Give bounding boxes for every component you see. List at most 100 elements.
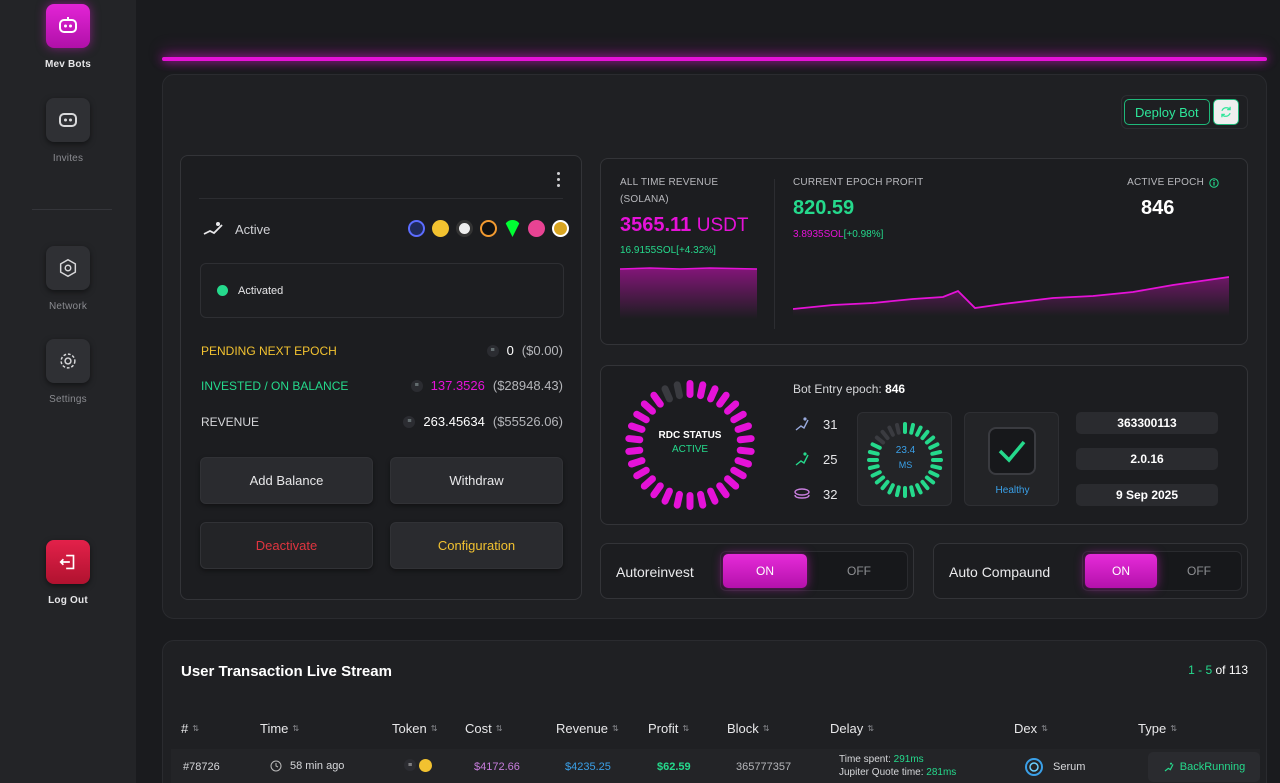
activated-label: Activated	[238, 284, 284, 297]
column-header-block[interactable]: Block ⇅	[727, 721, 770, 736]
sort-icon: ⇅	[612, 724, 619, 733]
ring-segment	[661, 487, 673, 505]
ring-segment	[867, 449, 880, 456]
checkmark-icon	[988, 427, 1036, 475]
sort-icon: ⇅	[430, 724, 438, 733]
transactions-panel: User Transaction Live Stream 1 - 5 of 11…	[162, 640, 1267, 783]
column-header-label: Cost	[465, 721, 492, 736]
column-header-cost[interactable]: Cost ⇅	[465, 721, 502, 736]
column-header-label: Dex	[1014, 721, 1038, 736]
sidebar-item-logout[interactable]: Log Out	[0, 540, 136, 606]
epoch-profit-label: CURRENT EPOCH PROFIT	[793, 177, 924, 188]
active-epoch-value: 846	[1141, 197, 1175, 219]
ring-segment	[707, 385, 719, 403]
column-header-id[interactable]: # ⇅	[181, 721, 199, 736]
withdraw-button[interactable]: Withdraw	[390, 457, 563, 504]
invested-label: INVESTED / ON BALANCE	[201, 378, 349, 393]
sort-icon: ⇅	[292, 724, 300, 733]
deactivate-button[interactable]: Deactivate	[200, 522, 373, 569]
ring-segment	[650, 482, 664, 499]
all-time-revenue-sub: (SOLANA)	[620, 194, 669, 205]
ring-segment	[734, 422, 752, 433]
row-block: 365777357	[736, 761, 792, 773]
refresh-icon	[1220, 106, 1231, 118]
column-header-type[interactable]: Type ⇅	[1138, 721, 1177, 736]
autoreinvest-off[interactable]: OFF	[847, 564, 871, 578]
sidebar-item-settings[interactable]: Settings	[0, 339, 136, 405]
sidebar-item-mev-bots[interactable]: Mev Bots	[0, 4, 136, 70]
card-header-divider	[199, 198, 563, 199]
revenue-usd: ($55526.06)	[492, 414, 563, 429]
ring-segment	[928, 442, 940, 450]
column-header-delay[interactable]: Delay ⇅	[830, 721, 874, 736]
revenue-value: 263.45634	[423, 414, 485, 429]
ring-segment	[734, 457, 752, 468]
sort-icon: ⇅	[762, 724, 770, 733]
autoreinvest-switch[interactable]: ON OFF	[720, 551, 908, 591]
ring-segment	[894, 485, 901, 498]
all-time-revenue-value: 3565.11	[620, 214, 692, 236]
saber-icon	[552, 220, 569, 237]
ring-segment	[920, 429, 930, 441]
dex-icons	[408, 220, 569, 237]
column-header-label: Token	[392, 721, 427, 736]
row-time: 58 min ago	[270, 760, 344, 772]
column-header-dex[interactable]: Dex ⇅	[1014, 721, 1048, 736]
sort-icon: ⇅	[1041, 724, 1048, 733]
epoch-profit-chart	[793, 276, 1229, 316]
sort-icon: ⇅	[867, 724, 874, 733]
bot-status: Active	[201, 220, 270, 238]
pending-label: PENDING NEXT EPOCH	[201, 343, 337, 358]
sidebar-item-network[interactable]: Network	[0, 246, 136, 312]
ring-segment	[640, 475, 656, 490]
rdc-status-label: RDC STATUS	[658, 430, 722, 441]
column-header-token[interactable]: Token ⇅	[392, 721, 437, 736]
table-row[interactable]	[171, 749, 1260, 783]
solana-icon: ≡	[486, 344, 499, 357]
transactions-title: User Transaction Live Stream	[181, 663, 392, 680]
column-header-label: Type	[1138, 721, 1167, 736]
row-token: ≡	[404, 759, 432, 772]
column-header-revenue[interactable]: Revenue ⇅	[556, 721, 619, 736]
epoch-profit-sol: 3.8935SOL	[793, 229, 844, 240]
bot-entry-label: Bot Entry epoch:	[793, 382, 882, 396]
row-dex-name: Serum	[1053, 761, 1086, 773]
runner-green-icon	[1164, 762, 1174, 772]
ring-segment	[724, 400, 740, 415]
ring-segment	[887, 483, 895, 495]
add-balance-button[interactable]: Add Balance	[200, 457, 373, 504]
ring-segment	[930, 464, 943, 471]
ring-segment	[716, 482, 730, 499]
sidebar-item-invites[interactable]: Invites	[0, 98, 136, 164]
info-date: 9 Sep 2025	[1076, 484, 1218, 506]
autocompound-switch[interactable]: ON OFF	[1082, 551, 1242, 591]
sidebar-divider	[32, 209, 112, 210]
refresh-button[interactable]	[1212, 99, 1239, 125]
sidebar-item-label: Network	[48, 301, 88, 312]
meteora-icon	[456, 220, 473, 237]
phoenix-icon	[480, 220, 497, 237]
jupiter-label: Jupiter Quote time:	[839, 767, 924, 778]
info-icon[interactable]	[1209, 177, 1219, 188]
epoch-profit-value: 820.59	[793, 197, 855, 219]
solana-icon: ≡	[404, 759, 416, 771]
pending-value: 0	[506, 343, 514, 358]
sort-icon: ⇅	[495, 724, 503, 733]
ring-segment	[628, 457, 646, 468]
orca-icon	[432, 220, 449, 237]
deploy-bot-button[interactable]: Deploy Bot	[1124, 99, 1210, 125]
clock-icon	[270, 760, 282, 772]
logout-icon	[46, 540, 90, 584]
configuration-button[interactable]: Configuration	[390, 522, 563, 569]
column-header-time[interactable]: Time ⇅	[260, 721, 299, 736]
column-header-profit[interactable]: Profit ⇅	[648, 721, 689, 736]
ring-segment	[874, 435, 886, 445]
ring-segment	[909, 422, 916, 435]
autoreinvest-on[interactable]: ON	[723, 554, 807, 588]
autocompound-off[interactable]: OFF	[1187, 564, 1211, 578]
autocompound-on[interactable]: ON	[1085, 554, 1157, 588]
more-options-icon[interactable]	[557, 172, 560, 187]
epoch-profit-pct: [+0.98%]	[843, 229, 884, 240]
ring-segment	[724, 475, 740, 490]
ring-segment	[915, 483, 923, 495]
